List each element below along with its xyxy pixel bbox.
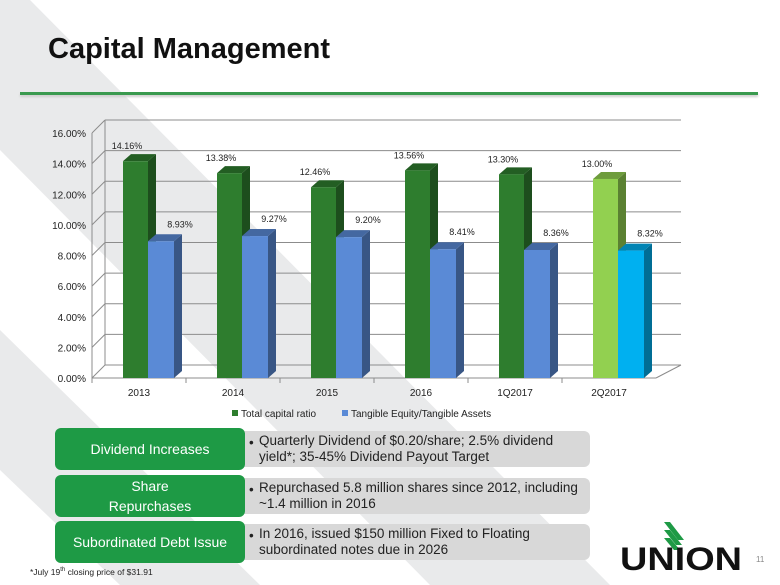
data-label: 13.56% [394, 150, 425, 160]
bar-total-capital-ratio [311, 187, 336, 378]
data-label: 8.36% [543, 228, 569, 238]
gridline-side [91, 242, 106, 256]
bullet: • [249, 435, 254, 450]
bar-top [123, 154, 156, 162]
bar-tangible-equity [430, 249, 456, 378]
bar-top [524, 242, 558, 250]
bar-total-capital-ratio [405, 170, 430, 378]
bar-top [430, 242, 464, 250]
bullet: • [249, 528, 254, 543]
x-tick-label: 2Q2017 [591, 388, 627, 399]
bar-side [456, 242, 464, 378]
label-line-1: Share [131, 478, 169, 494]
bar-total-capital-ratio [593, 178, 618, 378]
data-label: 13.00% [582, 159, 613, 169]
y-tick-label: 4.00% [58, 313, 86, 324]
highlight-text: • Quarterly Dividend of $0.20/share; 2.5%… [237, 431, 590, 467]
x-tick-label: 2014 [222, 388, 245, 399]
bar-total-capital-ratio [499, 174, 524, 378]
highlight-row-dividend: Dividend Increases • Quarterly Dividend o… [55, 428, 590, 470]
data-label: 8.93% [167, 219, 193, 229]
highlight-text-content: In 2016, issued $150 million Fixed to Fl… [259, 526, 530, 557]
bar-top [618, 243, 652, 251]
x-tick-label: 2013 [128, 388, 151, 399]
x-tick-label: 2016 [410, 388, 433, 399]
bar-side [174, 234, 182, 378]
gridline-side [91, 334, 106, 348]
bar-total-capital-ratio [123, 161, 148, 378]
data-label: 13.38% [206, 153, 237, 163]
y-tick-label: 6.00% [58, 282, 86, 293]
x-tick-label: 2015 [316, 388, 339, 399]
bar-top [311, 180, 344, 188]
footnote-text: *July 19 [30, 567, 61, 577]
highlight-label: Share Repurchases [55, 475, 245, 517]
bar-top [242, 229, 276, 237]
y-tick-label: 0.00% [58, 374, 86, 385]
legend-label: Total capital ratio [241, 409, 316, 420]
bar-side [268, 229, 276, 378]
highlight-text-content: Repurchased 5.8 million shares since 201… [259, 480, 578, 511]
bullet: • [249, 482, 254, 497]
bar-side [362, 230, 370, 378]
logo-text: UNION [620, 541, 742, 575]
union-logo: UNION [620, 522, 742, 575]
y-tick-label: 14.00% [52, 160, 86, 171]
legend-label: Tangible Equity/Tangible Assets [351, 409, 491, 420]
gridline-side [91, 150, 106, 164]
bar-side [644, 243, 652, 378]
gridline-side [91, 211, 106, 226]
gridline-side [91, 303, 106, 318]
legend-swatch [232, 410, 238, 416]
highlight-row-debt: Subordinated Debt Issue • In 2016, issued… [55, 521, 590, 563]
data-label: 12.46% [300, 167, 331, 177]
bar-top [499, 167, 532, 175]
bar-tangible-equity [336, 237, 362, 378]
bar-top [593, 171, 626, 179]
highlight-text: • In 2016, issued $150 million Fixed to F… [237, 524, 590, 560]
y-tick-label: 16.00% [52, 129, 86, 140]
bar-side [550, 242, 558, 378]
footnote-sup: th [60, 567, 66, 574]
highlight-row-repurchases: Share Repurchases • Repurchased 5.8 millio… [55, 475, 590, 517]
title-divider [20, 92, 758, 95]
page-number: 11 [756, 555, 765, 564]
data-label: 9.20% [355, 215, 381, 225]
bar-top [336, 230, 370, 238]
bar-total-capital-ratio [217, 173, 242, 378]
floor-edge [655, 364, 682, 379]
page-title: Capital Management [48, 33, 330, 65]
highlight-text: • Repurchased 5.8 million shares since 20… [237, 478, 590, 514]
legend-swatch [342, 410, 348, 416]
capital-ratio-chart: 0.00% 2.00% 4.00% 6.00% 8.00% 10.00% 12.00% 14.… [52, 119, 682, 420]
footnote-text-end: closing price of $31.91 [65, 567, 153, 577]
y-tick-label: 2.00% [58, 343, 86, 354]
label-line-2: Repurchases [108, 498, 192, 514]
data-label: 8.32% [637, 229, 663, 239]
data-label: 14.16% [112, 141, 143, 151]
bar-tangible-equity [242, 236, 268, 378]
x-tick-label: 1Q2017 [497, 388, 533, 399]
highlight-label: Dividend Increases [55, 428, 245, 470]
highlight-label: Subordinated Debt Issue [55, 521, 245, 563]
y-tick-label: 10.00% [52, 221, 86, 232]
data-label: 13.30% [488, 154, 519, 164]
gridline-side [91, 364, 106, 379]
bar-top [217, 166, 250, 174]
data-label: 9.27% [261, 214, 287, 224]
bar-tangible-equity [148, 241, 174, 378]
y-tick-label: 12.00% [52, 190, 86, 201]
gridline-side [91, 272, 106, 287]
bar-top [405, 163, 438, 171]
highlight-text-content: Quarterly Dividend of $0.20/share; 2.5% … [259, 433, 554, 464]
gridline-side [91, 180, 106, 195]
bar-tangible-equity [618, 250, 644, 378]
y-tick-label: 8.00% [58, 252, 86, 263]
gridline-side [91, 119, 106, 134]
bar-tangible-equity [524, 249, 550, 378]
data-label: 8.41% [449, 227, 475, 237]
bar-top [148, 234, 182, 242]
footnote: *July 19th closing price of $31.91 [30, 567, 153, 577]
